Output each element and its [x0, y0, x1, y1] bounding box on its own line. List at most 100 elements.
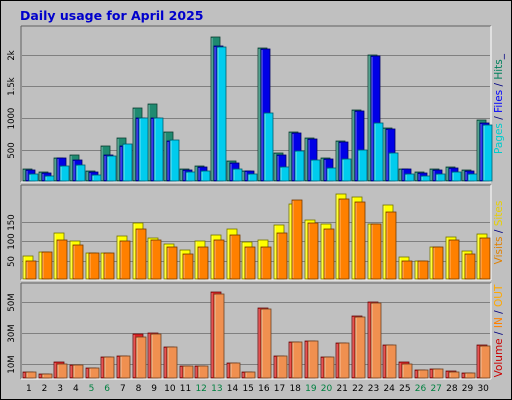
bar-pages-day-10: [169, 139, 180, 182]
legend-part: /: [493, 226, 505, 236]
legend-part: Files: [493, 90, 505, 113]
legend-part: _: [493, 53, 505, 60]
bar-visits-day-6: [103, 252, 115, 280]
y-tick-label: 100: [7, 233, 17, 249]
bar-in-day-30: [479, 345, 491, 379]
y-tick-label: 500: [7, 142, 17, 158]
chart-title: Daily usage for April 2025: [20, 8, 203, 23]
x-tick-label: 18: [289, 384, 301, 394]
plot-area: [21, 283, 491, 379]
x-tick-label: 14: [227, 384, 239, 394]
bar-visits-day-28: [448, 239, 460, 280]
bar-pages-day-6: [106, 155, 117, 182]
x-tick-label: 3: [57, 384, 63, 394]
bar-in-day-10: [166, 346, 178, 379]
bar-visits-day-27: [432, 246, 444, 280]
x-tick-label: 22: [352, 384, 363, 394]
plot-area: [21, 26, 491, 182]
x-tick-label: 13: [211, 384, 222, 394]
bar-in-day-6: [103, 356, 115, 379]
bar-visits-day-30: [479, 237, 491, 280]
legend-part: /: [493, 113, 505, 123]
x-tick-label: 6: [104, 384, 110, 394]
legend-part: Hits: [493, 59, 505, 79]
bar-in-day-9: [150, 333, 162, 379]
x-tick-label: 24: [383, 384, 395, 394]
bar-visits-day-1: [25, 260, 37, 280]
bar-visits-day-29: [464, 253, 476, 280]
bar-visits-day-8: [135, 228, 147, 280]
bar-visits-day-20: [323, 228, 335, 280]
legend-visits: Visits / Sites: [493, 201, 505, 265]
bar-pages-day-8: [138, 117, 149, 182]
bar-visits-day-16: [260, 246, 272, 280]
bar-in-day-26: [417, 369, 429, 379]
x-tick-label: 2: [42, 384, 48, 394]
bar-pages-day-24: [388, 152, 399, 182]
bar-in-day-1: [25, 371, 37, 379]
x-tick-label: 21: [336, 384, 347, 394]
bar-visits-day-23: [370, 223, 382, 280]
x-tick-label: 16: [258, 384, 270, 394]
x-tick-label: 1: [26, 384, 32, 394]
y-tick-label: 1.5k: [7, 77, 17, 96]
panel-hits: 500 1000 1.5k 2k Pages / Files / Hits_: [7, 25, 505, 183]
legend-part: Volume: [493, 338, 505, 377]
bar-in-day-17: [276, 355, 288, 379]
legend-part: /: [493, 80, 505, 90]
x-tick-label: 28: [446, 384, 458, 394]
y-tick-label: 1000: [7, 108, 17, 130]
x-tick-label: 8: [136, 384, 142, 394]
x-tick-label: 23: [368, 384, 379, 394]
x-tick-label: 26: [415, 384, 427, 394]
bar-in-day-27: [432, 368, 444, 379]
panel-visits: 50 100 150 Visits / Sites: [7, 184, 505, 281]
bar-visits-day-11: [182, 253, 194, 280]
bar-visits-day-7: [119, 240, 131, 280]
legend-part: Sites: [493, 201, 505, 227]
bar-visits-day-4: [72, 244, 84, 280]
bar-pages-day-20: [326, 167, 337, 182]
bar-in-day-24: [385, 344, 397, 379]
bar-pages-day-2: [44, 175, 55, 182]
legend-part: /: [493, 307, 505, 317]
bar-pages-day-28: [451, 171, 462, 182]
bar-visits-day-15: [244, 246, 256, 280]
bar-pages-day-30: [482, 124, 493, 182]
bar-pages-day-12: [200, 170, 211, 182]
bar-pages-day-14: [232, 168, 243, 182]
legend-part: IN: [493, 317, 505, 328]
bar-in-day-2: [41, 373, 53, 379]
bar-in-day-3: [56, 363, 68, 379]
x-tick-label: 30: [477, 384, 489, 394]
bar-in-day-7: [119, 355, 131, 379]
x-tick-label: 5: [89, 384, 95, 394]
bar-in-day-4: [72, 364, 84, 379]
chart-panels: 500 1000 1.5k 2k Pages / Files / Hits_ 50 100 1…: [7, 25, 505, 380]
bar-pages-day-27: [435, 173, 446, 182]
legend-part: OUT: [493, 284, 505, 307]
bar-pages-day-18: [294, 150, 305, 182]
bar-pages-day-26: [420, 175, 431, 182]
x-tick-label: 27: [430, 384, 441, 394]
y-tick-label: 30M: [7, 324, 17, 342]
bar-pages-day-25: [404, 173, 415, 182]
bar-visits-day-25: [401, 260, 413, 280]
bar-visits-day-26: [417, 260, 429, 280]
bar-in-day-21: [338, 342, 350, 379]
bar-visits-day-9: [150, 239, 162, 280]
x-tick-label: 15: [242, 384, 253, 394]
bar-pages-day-19: [310, 159, 321, 182]
bar-pages-day-21: [341, 158, 352, 182]
bar-pages-day-22: [357, 149, 368, 182]
y-tick-label: 50M: [7, 293, 17, 311]
bar-pages-day-16: [263, 112, 274, 182]
bar-visits-day-12: [197, 246, 209, 280]
bar-in-day-20: [323, 356, 335, 379]
y-tick-label: 50: [7, 256, 17, 267]
x-tick-label: 25: [399, 384, 410, 394]
y-tick-label: 10M: [7, 355, 17, 373]
x-tick-label: 7: [120, 384, 126, 394]
bar-visits-day-10: [166, 246, 178, 280]
bar-in-day-19: [307, 340, 319, 379]
